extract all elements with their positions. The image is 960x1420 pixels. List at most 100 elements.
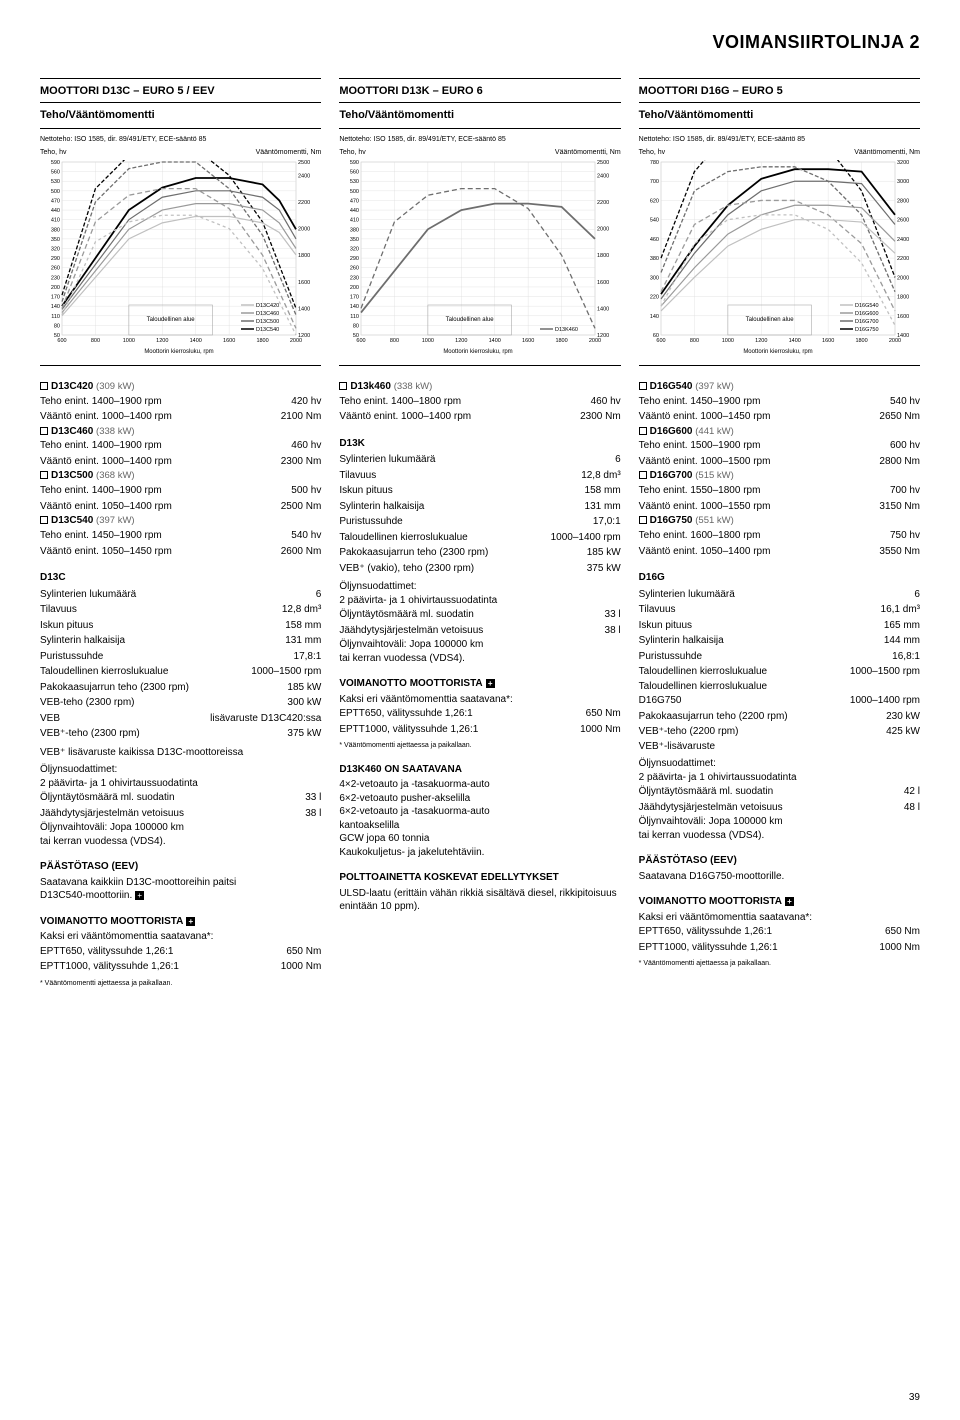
- svg-text:D13C460: D13C460: [256, 311, 279, 317]
- svg-text:1200: 1200: [755, 338, 767, 344]
- svg-text:2500: 2500: [298, 160, 310, 166]
- variant-name: D13C420: [51, 381, 93, 392]
- svg-text:2000: 2000: [290, 338, 302, 344]
- spec-label: Taloudellinen kierroslukualue: [40, 665, 243, 679]
- svg-text:380: 380: [51, 227, 60, 233]
- checkbox-icon: [40, 471, 48, 479]
- svg-text:800: 800: [390, 338, 399, 344]
- svg-text:D13C500: D13C500: [256, 319, 279, 325]
- plus-icon: +: [785, 897, 794, 906]
- spec-label: Vääntö enint. 1000–1500 rpm: [639, 455, 872, 469]
- spec-text: Taloudellinen kierroslukualue: [639, 680, 920, 694]
- spec-label: Teho enint. 1600–1800 rpm: [639, 529, 882, 543]
- spec-label: EPTT650, välityssuhde 1,26:1: [639, 925, 877, 939]
- svg-text:460: 460: [649, 237, 658, 243]
- svg-text:Moottorin kierrosluku, rpm: Moottorin kierrosluku, rpm: [444, 349, 513, 355]
- spec-label: Öljyntäytösmäärä ml. suodatin: [639, 785, 896, 799]
- spec-text: Saatavana D16G750-moottorille.: [639, 870, 920, 884]
- variant-power: (309 kW): [96, 381, 135, 392]
- engine-subtitle: Teho/Vääntömomentti: [40, 105, 321, 129]
- spec-label: Sylinterien lukumäärä: [639, 588, 907, 602]
- spec-value: 6: [607, 453, 621, 467]
- spec-label: Pakokaasujarrun teho (2300 rpm): [40, 681, 279, 695]
- spec-value: 12,8 dm³: [274, 603, 321, 617]
- spec-value: 460 hv: [283, 439, 321, 453]
- spec-value: 540 hv: [283, 529, 321, 543]
- spec-value: 42 l: [896, 785, 920, 799]
- svg-text:470: 470: [51, 198, 60, 204]
- svg-text:2400: 2400: [597, 173, 609, 179]
- svg-text:800: 800: [91, 338, 100, 344]
- svg-text:320: 320: [51, 246, 60, 252]
- spec-label: Teho enint. 1450–1900 rpm: [40, 529, 283, 543]
- spec-text: tai kerran vuodessa (VDS4).: [40, 835, 321, 849]
- spec-label: Tilavuus: [339, 469, 573, 483]
- variant-name: D16G700: [650, 470, 693, 481]
- spec-label: VEB⁺ (vakio), teho (2300 rpm): [339, 562, 578, 576]
- section-head: D13K460 ON SAATAVANA: [339, 763, 620, 777]
- svg-text:80: 80: [54, 323, 60, 329]
- svg-text:1600: 1600: [897, 314, 909, 320]
- axis-left: Teho, hv: [339, 148, 365, 157]
- svg-text:140: 140: [649, 314, 658, 320]
- svg-text:230: 230: [51, 275, 60, 281]
- footnote: * Vääntömomentti ajettaessa ja paikallaa…: [40, 979, 321, 988]
- checkbox-icon: [40, 516, 48, 524]
- spec-label: Iskun pituus: [639, 619, 876, 633]
- svg-text:1800: 1800: [597, 253, 609, 259]
- svg-text:2000: 2000: [298, 226, 310, 232]
- svg-text:2800: 2800: [897, 198, 909, 204]
- spec-value: 144 mm: [876, 634, 920, 648]
- engine-title: MOOTTORI D13C – EURO 5 / EEV: [40, 78, 321, 103]
- spec-value: 3550 Nm: [871, 545, 920, 559]
- svg-text:1400: 1400: [298, 306, 310, 312]
- spec-value: 17,0:1: [585, 515, 621, 529]
- spec-text: tai kerran vuodessa (VDS4).: [339, 652, 620, 666]
- spec-value: 33 l: [597, 608, 621, 622]
- page-header: VOIMANSIIRTOLINJA 2: [40, 30, 920, 54]
- svg-text:1000: 1000: [123, 338, 135, 344]
- svg-text:D13K460: D13K460: [555, 327, 578, 333]
- section-head: PÄÄSTÖTASO (EEV): [40, 860, 321, 874]
- spec-value: 158 mm: [277, 619, 321, 633]
- spec-value: 2300 Nm: [572, 410, 621, 424]
- section-head: POLTTOAINETTA KOSKEVAT EDELLYTYKSET: [339, 871, 620, 885]
- spec-label: EPTT1000, välityssuhde 1,26:1: [40, 960, 273, 974]
- spec-value: 1000 Nm: [572, 723, 621, 737]
- spec-text: 6×2-vetoauto ja -tasakuorma-auto: [339, 805, 620, 819]
- svg-text:410: 410: [51, 218, 60, 224]
- spec-value: 1000–1500 rpm: [842, 665, 920, 679]
- svg-text:1600: 1600: [223, 338, 235, 344]
- spec-text: 4×2-vetoauto ja -tasakuorma-auto: [339, 778, 620, 792]
- spec-label: VEB⁺-teho (2300 rpm): [40, 727, 279, 741]
- svg-text:260: 260: [350, 266, 359, 272]
- spec-text: Saatavana kaikkiin D13C-moottoreihin pai…: [40, 876, 321, 890]
- svg-text:560: 560: [350, 169, 359, 175]
- svg-text:1400: 1400: [597, 306, 609, 312]
- footnote: * Vääntömomentti ajettaessa ja paikallaa…: [339, 741, 620, 750]
- svg-text:D13C420: D13C420: [256, 303, 279, 309]
- svg-text:Moottorin kierrosluku, rpm: Moottorin kierrosluku, rpm: [743, 349, 812, 355]
- spec-label: Teho enint. 1500–1900 rpm: [639, 439, 882, 453]
- spec-value: 540 hv: [882, 395, 920, 409]
- spec-label: Pakokaasujarrun teho (2200 rpm): [639, 710, 878, 724]
- svg-text:590: 590: [51, 160, 60, 166]
- variant-name: D13C500: [51, 470, 93, 481]
- spec-label: EPTT650, välityssuhde 1,26:1: [339, 707, 577, 721]
- variant-name: D16G600: [650, 426, 693, 437]
- plus-icon: +: [486, 679, 495, 688]
- section-head: PÄÄSTÖTASO (EEV): [639, 854, 920, 868]
- spec-value: 33 l: [297, 791, 321, 805]
- variant-power: (441 kW): [695, 426, 734, 437]
- spec-value: 17,8:1: [286, 650, 322, 664]
- svg-text:140: 140: [350, 304, 359, 310]
- section-head: D13C: [40, 571, 321, 585]
- svg-text:D16G540: D16G540: [855, 303, 879, 309]
- spec-label: Vääntö enint. 1050–1400 rpm: [639, 545, 872, 559]
- spec-value: 1000–1500 rpm: [243, 665, 321, 679]
- svg-text:780: 780: [649, 160, 658, 166]
- svg-text:2200: 2200: [597, 200, 609, 206]
- spec-label: VEB-teho (2300 rpm): [40, 696, 279, 710]
- spec-label: Teho enint. 1450–1900 rpm: [639, 395, 882, 409]
- svg-text:D13C540: D13C540: [256, 327, 279, 333]
